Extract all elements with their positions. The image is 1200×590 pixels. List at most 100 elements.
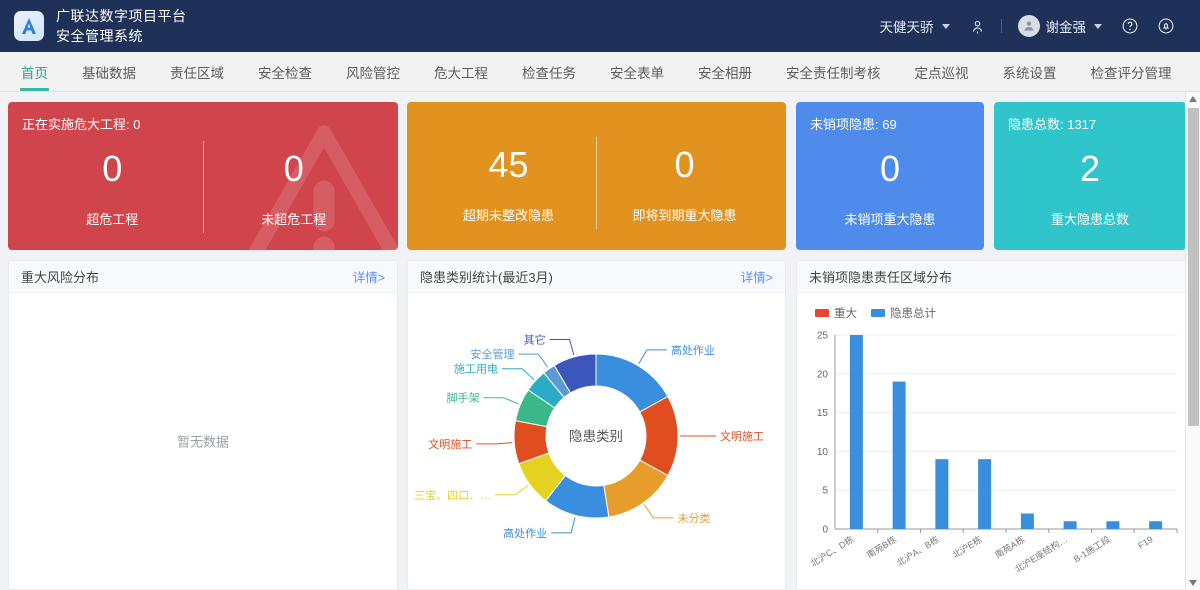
nav-item-1[interactable]: 基础数据 [65, 52, 153, 91]
bell-icon [1158, 18, 1174, 34]
kpi-caption: 未销项隐患: 69 [810, 117, 897, 132]
donut-slice[interactable] [553, 353, 597, 394]
panel-more-link[interactable]: 详情> [740, 271, 773, 285]
brand-system-name: 安全管理系统 [56, 28, 143, 44]
nav-item-label: 检查评分管理 [1090, 65, 1172, 81]
vertical-scrollbar[interactable] [1185, 92, 1200, 590]
bar[interactable] [1063, 521, 1077, 529]
scroll-down-arrow-icon[interactable] [1186, 576, 1200, 590]
nav-item-11[interactable]: 系统设置 [986, 52, 1074, 91]
x-axis-tick-label: 南苑A栋 [993, 533, 1027, 560]
donut-center-label: 隐患类别 [569, 429, 623, 444]
user-menu[interactable]: 谢金强 [1008, 15, 1113, 37]
donut-slice-label: 其它 [524, 333, 546, 347]
kpi-value: 2 [1079, 147, 1101, 189]
user-name-label: 谢金强 [1045, 20, 1087, 35]
panel-row: 重大风险分布 详情> 暂无数据 隐患类别统计(最近3月) 详情> 高处作业 文明施… [8, 260, 1198, 590]
legend-swatch-icon [871, 309, 885, 317]
kpi-label: 重大隐患总数 [1050, 211, 1129, 227]
x-axis-tick-label: 南苑B栋 [864, 533, 898, 560]
kpi-caption [421, 114, 772, 129]
nav-item-label: 安全检查 [258, 65, 312, 81]
question-mark-icon [1122, 18, 1138, 34]
nav-item-3[interactable]: 安全检查 [241, 52, 329, 91]
y-axis-tick-label: 20 [817, 369, 829, 380]
y-axis-tick-label: 10 [817, 447, 829, 458]
panel-area-distribution: 未销项隐患责任区域分布 重大 隐患总计 0 5 10 15 20 25 北沪C、D栋 南苑B栋北… [796, 260, 1198, 590]
scrollbar-thumb[interactable] [1188, 108, 1199, 426]
bar[interactable] [1020, 513, 1034, 529]
kpi-card-total-major-hazard[interactable]: 隐患总数: 1317 2 重大隐患总数 [994, 102, 1186, 250]
panel-body: 暂无数据 [9, 293, 397, 589]
bar[interactable] [1149, 521, 1163, 529]
nav-grid-toggle[interactable] [1189, 52, 1200, 91]
nav-item-5[interactable]: 危大工程 [417, 52, 505, 91]
kpi-value: 0 [102, 147, 123, 189]
nav-item-0[interactable]: 首页 [4, 52, 65, 91]
nav-item-10[interactable]: 定点巡视 [898, 52, 986, 91]
kpi-half-left: 45 超期未整改隐患 [421, 143, 596, 224]
kpi-divider [596, 137, 597, 229]
kpi-label: 即将到期重大隐患 [632, 207, 737, 223]
donut-slice-label: 三宝、四口、… [414, 488, 491, 502]
legend-item-0[interactable]: 重大 [815, 305, 857, 321]
main-nav: 首页 基础数据 责任区域 安全检查 风险管控 危大工程 检查任务 安全表单 安全相册 安全责任制考… [0, 52, 1200, 92]
donut-leader-line [643, 504, 674, 519]
chart-legend: 重大 隐患总计 [797, 293, 1197, 321]
kpi-value: 45 [488, 143, 529, 185]
legend-item-1[interactable]: 隐患总计 [871, 305, 936, 321]
bar[interactable] [1106, 521, 1120, 529]
x-axis-tick-label: 北沪A、B栋 [894, 533, 941, 568]
header-divider [1000, 19, 1002, 33]
help-button[interactable] [1112, 17, 1148, 35]
kpi-row: 正在实施危大工程: 0 0 超危工程 0 未超危工程 [8, 102, 1192, 250]
kpi-card-unclosed-major-hazard[interactable]: 未销项隐患: 69 0 未销项重大隐患 [796, 102, 984, 250]
bar[interactable] [892, 381, 906, 529]
kpi-label: 未销项重大隐患 [844, 211, 936, 227]
panel-more-link[interactable]: 详情> [352, 271, 385, 285]
project-selector-label: 天健天骄 [879, 20, 934, 35]
panel-header: 重大风险分布 详情> [9, 261, 397, 293]
nav-item-label: 风险管控 [346, 65, 400, 81]
panel-body: 重大 隐患总计 0 5 10 15 20 25 北沪C、D栋 南苑B栋 北沪A、B栋 北沪E栋 南苑A… [797, 293, 1197, 589]
donut-leader-line [638, 349, 667, 364]
scroll-up-arrow-icon[interactable] [1186, 92, 1200, 106]
donut-chart[interactable]: 高处作业文明施工未分类高处作业三宝、四口、…文明施工脚手架施工用电安全管理其它隐… [408, 293, 785, 589]
user-switch-button[interactable] [960, 18, 995, 35]
nav-item-9[interactable]: 安全责任制考核 [769, 52, 898, 91]
kpi-split: 45 超期未整改隐患 0 即将到期重大隐患 [421, 129, 772, 241]
notification-button[interactable] [1148, 17, 1184, 35]
donut-slice-label: 文明施工 [720, 429, 764, 443]
panel-title: 隐患类别统计(最近3月) [420, 270, 553, 285]
bar[interactable] [978, 459, 992, 529]
nav-item-6[interactable]: 检查任务 [505, 52, 593, 91]
chevron-down-icon [941, 23, 950, 29]
panel-title: 重大风险分布 [21, 270, 100, 285]
kpi-label: 未超危工程 [261, 211, 327, 227]
kpi-half-right: 0 即将到期重大隐患 [597, 146, 772, 224]
donut-slice-label: 脚手架 [447, 391, 480, 405]
kpi-card-danger-project[interactable]: 正在实施危大工程: 0 0 超危工程 0 未超危工程 [8, 102, 398, 250]
nav-item-label: 定点巡视 [914, 65, 969, 81]
nav-item-4[interactable]: 风险管控 [329, 52, 417, 91]
dashboard-content: 正在实施危大工程: 0 0 超危工程 0 未超危工程 [0, 92, 1200, 590]
kpi-caption: 隐患总数: 1317 [1008, 117, 1097, 132]
nav-item-label: 危大工程 [434, 65, 488, 81]
kpi-value: 0 [283, 147, 304, 189]
donut-leader-line [549, 339, 575, 356]
project-selector[interactable]: 天健天骄 [870, 16, 960, 36]
bar[interactable] [849, 335, 863, 529]
nav-item-8[interactable]: 安全相册 [681, 52, 769, 91]
kpi-card-overdue-hazard[interactable]: 45 超期未整改隐患 0 即将到期重大隐患 [407, 102, 786, 250]
nav-item-7[interactable]: 安全表单 [593, 52, 681, 91]
person-icon [1024, 21, 1033, 31]
legend-label: 重大 [834, 308, 857, 320]
nav-item-2[interactable]: 责任区域 [153, 52, 241, 91]
bar[interactable] [935, 459, 949, 529]
donut-leader-line [483, 397, 519, 405]
donut-slice-label: 施工用电 [454, 363, 498, 376]
donut-slice-label: 文明施工 [428, 437, 472, 451]
nav-item-12[interactable]: 检查评分管理 [1074, 52, 1189, 91]
x-axis-tick-label: B-1施工段 [1071, 533, 1112, 564]
